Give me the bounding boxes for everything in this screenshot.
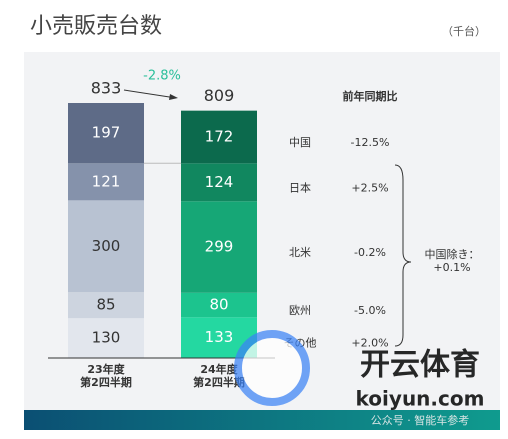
bar-segment (181, 201, 257, 293)
value-label: 130 (92, 329, 121, 347)
value-label: 124 (205, 173, 234, 191)
bar-segment (181, 110, 257, 164)
total-label: 833 (91, 79, 122, 98)
value-label: 197 (92, 124, 121, 142)
watermark: 开云体育 koiyun.com 公众号 · 智能车参考 (234, 330, 485, 427)
region-change: +2.0% (351, 337, 388, 350)
watermark-site: koiyun.com (356, 387, 485, 411)
value-label: 299 (205, 238, 234, 256)
change-label: -2.8% (143, 69, 181, 84)
arrow-head (169, 94, 178, 100)
bar-segment (68, 163, 144, 201)
region-change: +2.5% (351, 181, 388, 194)
region-change: -0.2% (354, 246, 386, 259)
unit-label: （千台） (442, 24, 486, 38)
bar-segment (68, 292, 144, 319)
watermark-account: 公众号 · 智能车参考 (371, 413, 470, 427)
value-label: 85 (96, 296, 115, 314)
value-label: 133 (205, 328, 234, 346)
value-label: 80 (209, 296, 228, 314)
bracket-label: 中国除き：+0.1% (425, 247, 480, 274)
watermark-brand: 开云体育 (360, 348, 480, 383)
x-tick-label: 23年度第2四半期 (80, 362, 132, 389)
bar-segment (68, 103, 144, 164)
watermark-logo (234, 330, 310, 406)
region-label: 日本 (289, 180, 311, 194)
bar-segment (181, 292, 257, 318)
comparison-header: 前年同期比 (343, 89, 398, 103)
bar-segment (68, 318, 144, 358)
change-arrow (123, 89, 177, 99)
bracket (394, 164, 412, 347)
value-label: 300 (92, 237, 121, 255)
value-label: 121 (92, 172, 121, 190)
region-change: -12.5% (351, 136, 390, 149)
total-label: 809 (204, 86, 235, 105)
footer-bar (24, 410, 500, 430)
bar-segment (68, 200, 144, 293)
region-label: 欧州 (289, 304, 311, 317)
region-change: -5.0% (354, 304, 386, 317)
value-label: 172 (205, 127, 234, 145)
bar-segment (181, 163, 257, 202)
region-label: 中国 (289, 136, 311, 149)
x-tick-label: 24年度第2四半期 (193, 362, 245, 389)
region-label: 北米 (289, 246, 311, 259)
chart-title: 小売販売台数 (30, 14, 162, 39)
